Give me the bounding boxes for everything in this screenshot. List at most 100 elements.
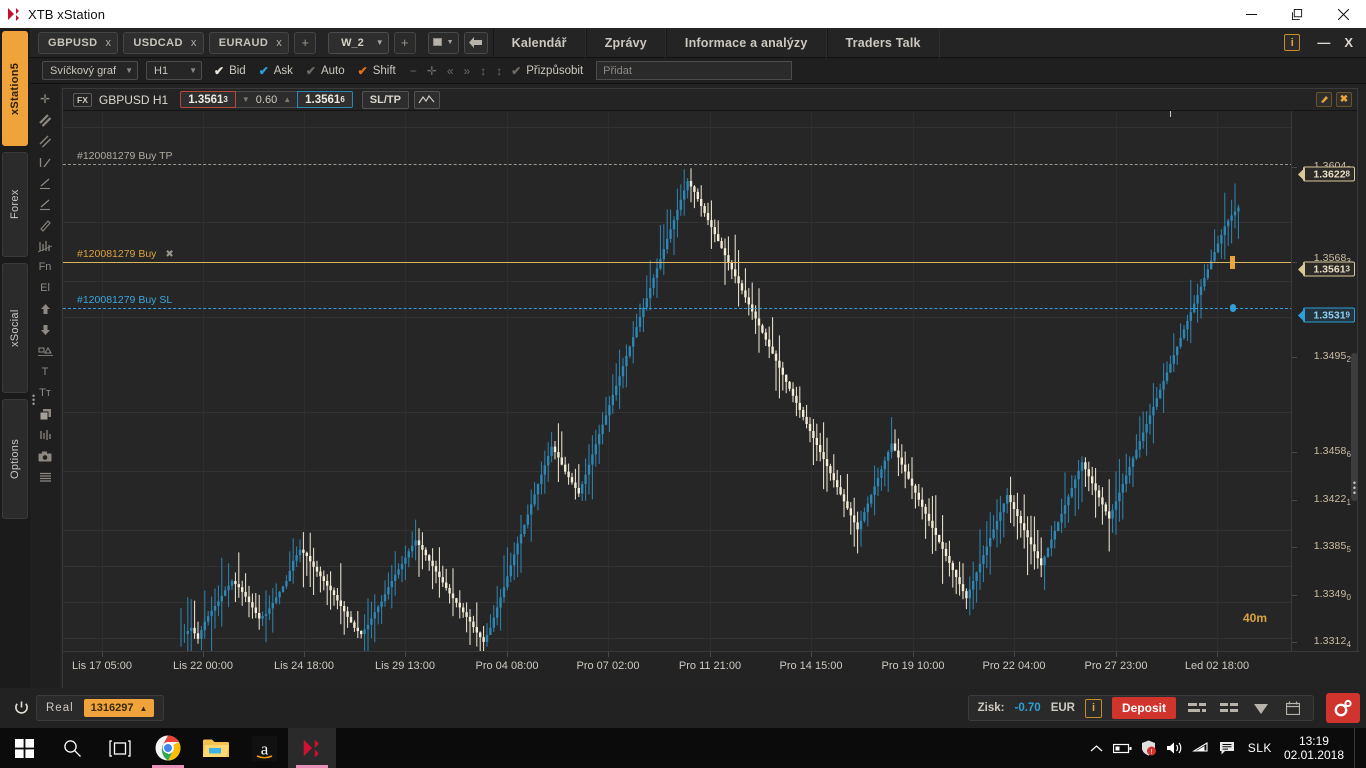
menu-informace-a-analyzy[interactable]: Informace a analýzy xyxy=(665,27,827,58)
tool-text-label[interactable]: T xyxy=(41,366,49,378)
close-icon[interactable]: x xyxy=(276,36,283,49)
bid-toggle-label[interactable]: Bid xyxy=(229,64,246,77)
menu-zpravy[interactable]: Zprávy xyxy=(585,27,666,58)
pencil-icon[interactable] xyxy=(33,215,57,235)
chevrons-right-icon[interactable]: » xyxy=(463,63,471,78)
axis-flag-sl[interactable]: 1.3531 9 xyxy=(1298,307,1355,323)
indicator-wave-icon[interactable] xyxy=(413,90,440,109)
price-axis[interactable]: 1.36048 1.35683 1.34952 1.34586 1.34221 … xyxy=(1291,111,1358,696)
axis-flag-price[interactable]: 1.3561 3 xyxy=(1298,261,1355,277)
chevron-up-icon[interactable] xyxy=(1084,728,1110,768)
price-plot-area[interactable]: #120081279 Buy TP #120081279 Buy ✖ #12008… xyxy=(63,111,1293,653)
list-icon[interactable] xyxy=(33,467,57,487)
file-explorer-icon[interactable] xyxy=(192,728,240,768)
rail-tab-xsocial[interactable]: xSocial xyxy=(2,263,28,393)
rail-tab-xstation5[interactable]: xStation5 xyxy=(2,31,28,146)
segment-icon[interactable] xyxy=(33,194,57,214)
tool-el-label[interactable]: El xyxy=(40,282,50,294)
tool-text-size-label[interactable]: Tᴛ xyxy=(39,387,51,399)
shapes-icon[interactable] xyxy=(33,341,57,361)
ask-price-button[interactable]: 1.3561 6 xyxy=(297,91,353,108)
menu-kalendar[interactable]: Kalendář xyxy=(492,27,586,58)
add-indicator-input[interactable]: Přidat xyxy=(596,61,793,80)
app-close-button[interactable]: X xyxy=(1344,35,1353,50)
resize-v2-icon[interactable]: ↕ xyxy=(496,63,503,78)
symbol-tab-gbpusd[interactable]: GBPUSD x xyxy=(38,31,119,54)
ask-check-icon[interactable]: ✔ xyxy=(258,63,269,78)
shift-toggle-label[interactable]: Shift xyxy=(372,64,396,77)
calendar-icon[interactable] xyxy=(1282,697,1304,719)
trendline-icon[interactable] xyxy=(33,152,57,172)
window-close-button[interactable] xyxy=(1320,0,1366,28)
bid-check-icon[interactable]: ✔ xyxy=(214,63,225,78)
settings-gear-icon[interactable] xyxy=(1326,693,1360,723)
rail-tab-options[interactable]: Options xyxy=(2,399,28,519)
plus-icon[interactable]: ✛ xyxy=(426,63,437,78)
info-badge-icon[interactable]: i xyxy=(1284,34,1301,51)
parallel-lines-icon[interactable] xyxy=(33,110,57,130)
volume-icon[interactable] xyxy=(1162,728,1188,768)
symbol-tab-euraud[interactable]: EURAUD x xyxy=(208,31,290,54)
close-icon[interactable]: x xyxy=(105,36,112,49)
close-x-icon[interactable]: ✖ xyxy=(1336,92,1352,107)
shift-check-icon[interactable]: ✔ xyxy=(357,63,368,78)
battery-icon[interactable] xyxy=(1110,728,1136,768)
grid-icon[interactable] xyxy=(1218,697,1240,719)
chrome-icon[interactable] xyxy=(144,728,192,768)
wifi-icon[interactable] xyxy=(1188,728,1214,768)
windows-start-icon[interactable] xyxy=(0,728,48,768)
arrow-down-icon[interactable] xyxy=(33,320,57,340)
price-axis-grip-icon[interactable]: • • • xyxy=(1352,478,1356,498)
ray-icon[interactable] xyxy=(33,173,57,193)
task-view-icon[interactable] xyxy=(96,728,144,768)
arrow-up-icon[interactable] xyxy=(33,299,57,319)
workspace-selector[interactable]: W_2 ▼ xyxy=(328,31,389,54)
taskbar-clock[interactable]: 13:19 02.01.2018 xyxy=(1280,734,1354,762)
xtb-xstation-icon[interactable] xyxy=(288,728,336,768)
account-number-selector[interactable]: 1316297 ▲ xyxy=(83,699,155,717)
add-workspace-button[interactable]: + xyxy=(393,31,416,54)
fibonacci-icon[interactable] xyxy=(33,236,57,256)
crosshair-icon[interactable]: ✛ xyxy=(39,92,51,106)
pencil-icon[interactable] xyxy=(1316,92,1332,107)
bars-icon[interactable] xyxy=(33,425,57,445)
deposit-button[interactable]: Deposit xyxy=(1111,697,1176,719)
bid-price-button[interactable]: 1.3561 3 xyxy=(180,91,236,108)
auto-check-icon[interactable]: ✔ xyxy=(305,63,316,78)
close-order-icon[interactable]: ✖ xyxy=(165,249,174,260)
resize-v-icon[interactable]: ↕ xyxy=(480,63,487,78)
axis-flag-tp[interactable]: 1.3622 8 xyxy=(1298,166,1355,182)
info-badge-icon[interactable]: i xyxy=(1084,698,1102,718)
list-right-icon[interactable] xyxy=(1186,697,1208,719)
arrow-left-icon[interactable] xyxy=(463,31,488,54)
timeframe-select[interactable]: H1 ▼ xyxy=(146,61,202,80)
price-axis-scrollbar[interactable] xyxy=(1351,353,1358,501)
notifications-icon[interactable] xyxy=(1214,728,1240,768)
close-icon[interactable]: x xyxy=(190,36,197,49)
time-axis[interactable]: Lis 17 05:00 Lis 22 00:00 Lis 24 18:00 L… xyxy=(63,651,1359,691)
window-maximize-button[interactable] xyxy=(1274,0,1320,28)
sltp-button[interactable]: SL/TP xyxy=(361,90,409,109)
amazon-icon[interactable]: a xyxy=(240,728,288,768)
auto-toggle-label[interactable]: Auto xyxy=(320,64,345,77)
power-icon[interactable] xyxy=(6,693,36,723)
add-symbol-tab-button[interactable]: + xyxy=(294,31,317,54)
tool-fn-label[interactable]: Fn xyxy=(38,261,52,273)
camera-icon[interactable] xyxy=(33,446,57,466)
chart-type-select[interactable]: Svíčkový graf ▼ xyxy=(42,61,138,80)
security-icon[interactable]: ! xyxy=(1136,728,1162,768)
fit-label[interactable]: Přizpůsobit xyxy=(526,64,584,77)
ask-toggle-label[interactable]: Ask xyxy=(273,64,293,77)
layout-grid-icon[interactable]: ▼ xyxy=(427,31,459,54)
symbol-tab-usdcad[interactable]: USDCAD x xyxy=(123,31,204,54)
channel-icon[interactable] xyxy=(33,131,57,151)
toolbar-grip-icon[interactable]: • • • xyxy=(32,391,36,409)
diamond-icon[interactable] xyxy=(1250,697,1272,719)
window-minimize-button[interactable] xyxy=(1228,0,1274,28)
menu-traders-talk[interactable]: Traders Talk xyxy=(826,27,940,58)
search-icon[interactable] xyxy=(48,728,96,768)
rail-tab-forex[interactable]: Forex xyxy=(2,152,28,257)
fit-check-icon[interactable]: ✔ xyxy=(511,63,522,78)
show-desktop-button[interactable] xyxy=(1354,728,1362,768)
copy-icon[interactable] xyxy=(33,404,57,424)
